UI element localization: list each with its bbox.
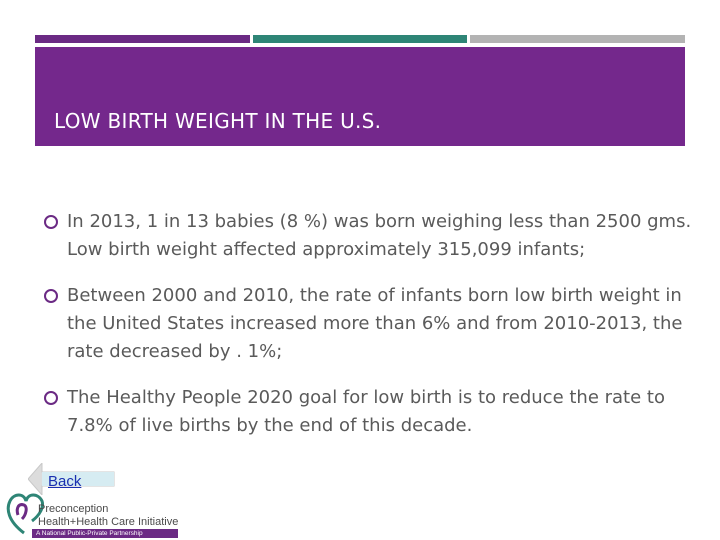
accent-stripe-purple	[35, 35, 250, 43]
bullet-item: Between 2000 and 2010, the rate of infan…	[44, 282, 694, 366]
circle-bullet-icon	[44, 289, 58, 303]
slide-title: LOW BIRTH WEIGHT IN THE U.S.	[54, 109, 382, 133]
logo-text-line2: Health+Health Care Initiative	[38, 516, 179, 528]
logo-tagline-band: A National Public-Private Partnership	[32, 529, 178, 538]
back-button[interactable]: Back	[48, 473, 82, 490]
bullet-item: In 2013, 1 in 13 babies (8 %) was born w…	[44, 208, 694, 264]
logo-text-line1: Preconception	[38, 503, 109, 515]
bullet-text: Between 2000 and 2010, the rate of infan…	[67, 285, 683, 362]
bullet-text: The Healthy People 2020 goal for low bir…	[67, 387, 665, 436]
accent-stripe-gray	[470, 35, 685, 43]
heart-logo-icon	[6, 493, 44, 535]
back-arrow-icon[interactable]	[28, 463, 116, 495]
title-banner: LOW BIRTH WEIGHT IN THE U.S.	[35, 47, 685, 146]
bullet-list: In 2013, 1 in 13 babies (8 %) was born w…	[44, 208, 694, 458]
circle-bullet-icon	[44, 215, 58, 229]
accent-stripe-teal	[253, 35, 467, 43]
bullet-item: The Healthy People 2020 goal for low bir…	[44, 384, 694, 440]
bullet-text: In 2013, 1 in 13 babies (8 %) was born w…	[67, 211, 692, 260]
circle-bullet-icon	[44, 391, 58, 405]
